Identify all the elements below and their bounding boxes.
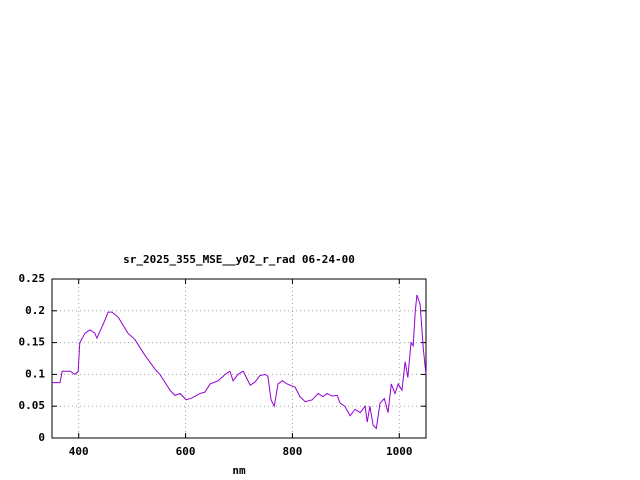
x-axis-label: nm xyxy=(232,464,246,477)
x-tick-label: 400 xyxy=(69,445,89,458)
y-tick-label: 0.05 xyxy=(19,399,46,412)
y-tick-label: 0.25 xyxy=(19,272,46,285)
y-tick-label: 0.15 xyxy=(19,336,46,349)
x-tick-label: 600 xyxy=(176,445,196,458)
y-tick-label: 0 xyxy=(38,431,45,444)
x-tick-label: 1000 xyxy=(386,445,413,458)
y-tick-label: 0.2 xyxy=(25,304,45,317)
plot-border xyxy=(51,278,427,439)
x-tick-label: 800 xyxy=(282,445,302,458)
data-line xyxy=(52,294,427,430)
y-tick-label: 0.1 xyxy=(25,367,45,380)
chart-title: sr_2025_355_MSE__y02_r_rad 06-24-00 xyxy=(123,253,355,266)
